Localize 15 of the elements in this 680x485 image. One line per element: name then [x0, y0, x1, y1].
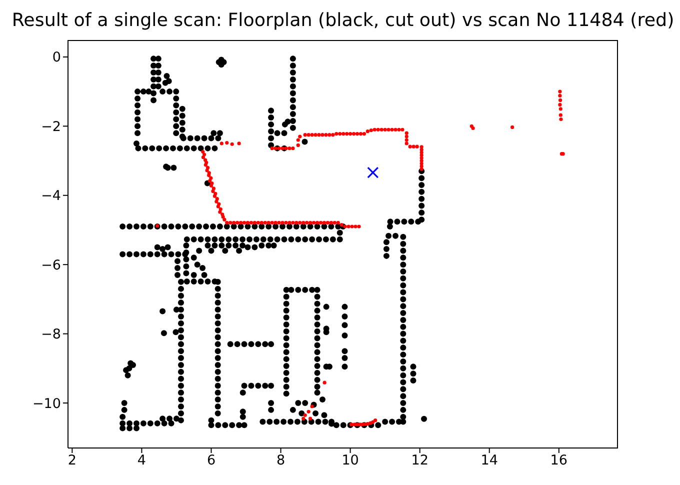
x-tick-label: 10	[342, 452, 359, 469]
y-tick-label: −2	[41, 118, 61, 135]
y-tick-label: −6	[41, 257, 61, 274]
x-tick-label: 8	[276, 452, 286, 469]
x-tick-label: 2	[68, 452, 76, 469]
x-tick-label: 12	[411, 452, 428, 469]
y-tick-label: −4	[41, 188, 61, 204]
y-tick-label: −8	[41, 326, 61, 343]
x-tick-label: 6	[206, 452, 216, 469]
x-tick-label: 16	[550, 452, 568, 469]
y-tick-label: 0	[52, 50, 61, 66]
x-tick-label: 4	[137, 452, 146, 469]
x-tick-label: 14	[480, 452, 498, 469]
y-tick-label: −10	[32, 396, 61, 412]
chart-title: Result of a single scan: Floorplan (black, cut out) vs scan No 11484 (red)	[12, 10, 674, 32]
